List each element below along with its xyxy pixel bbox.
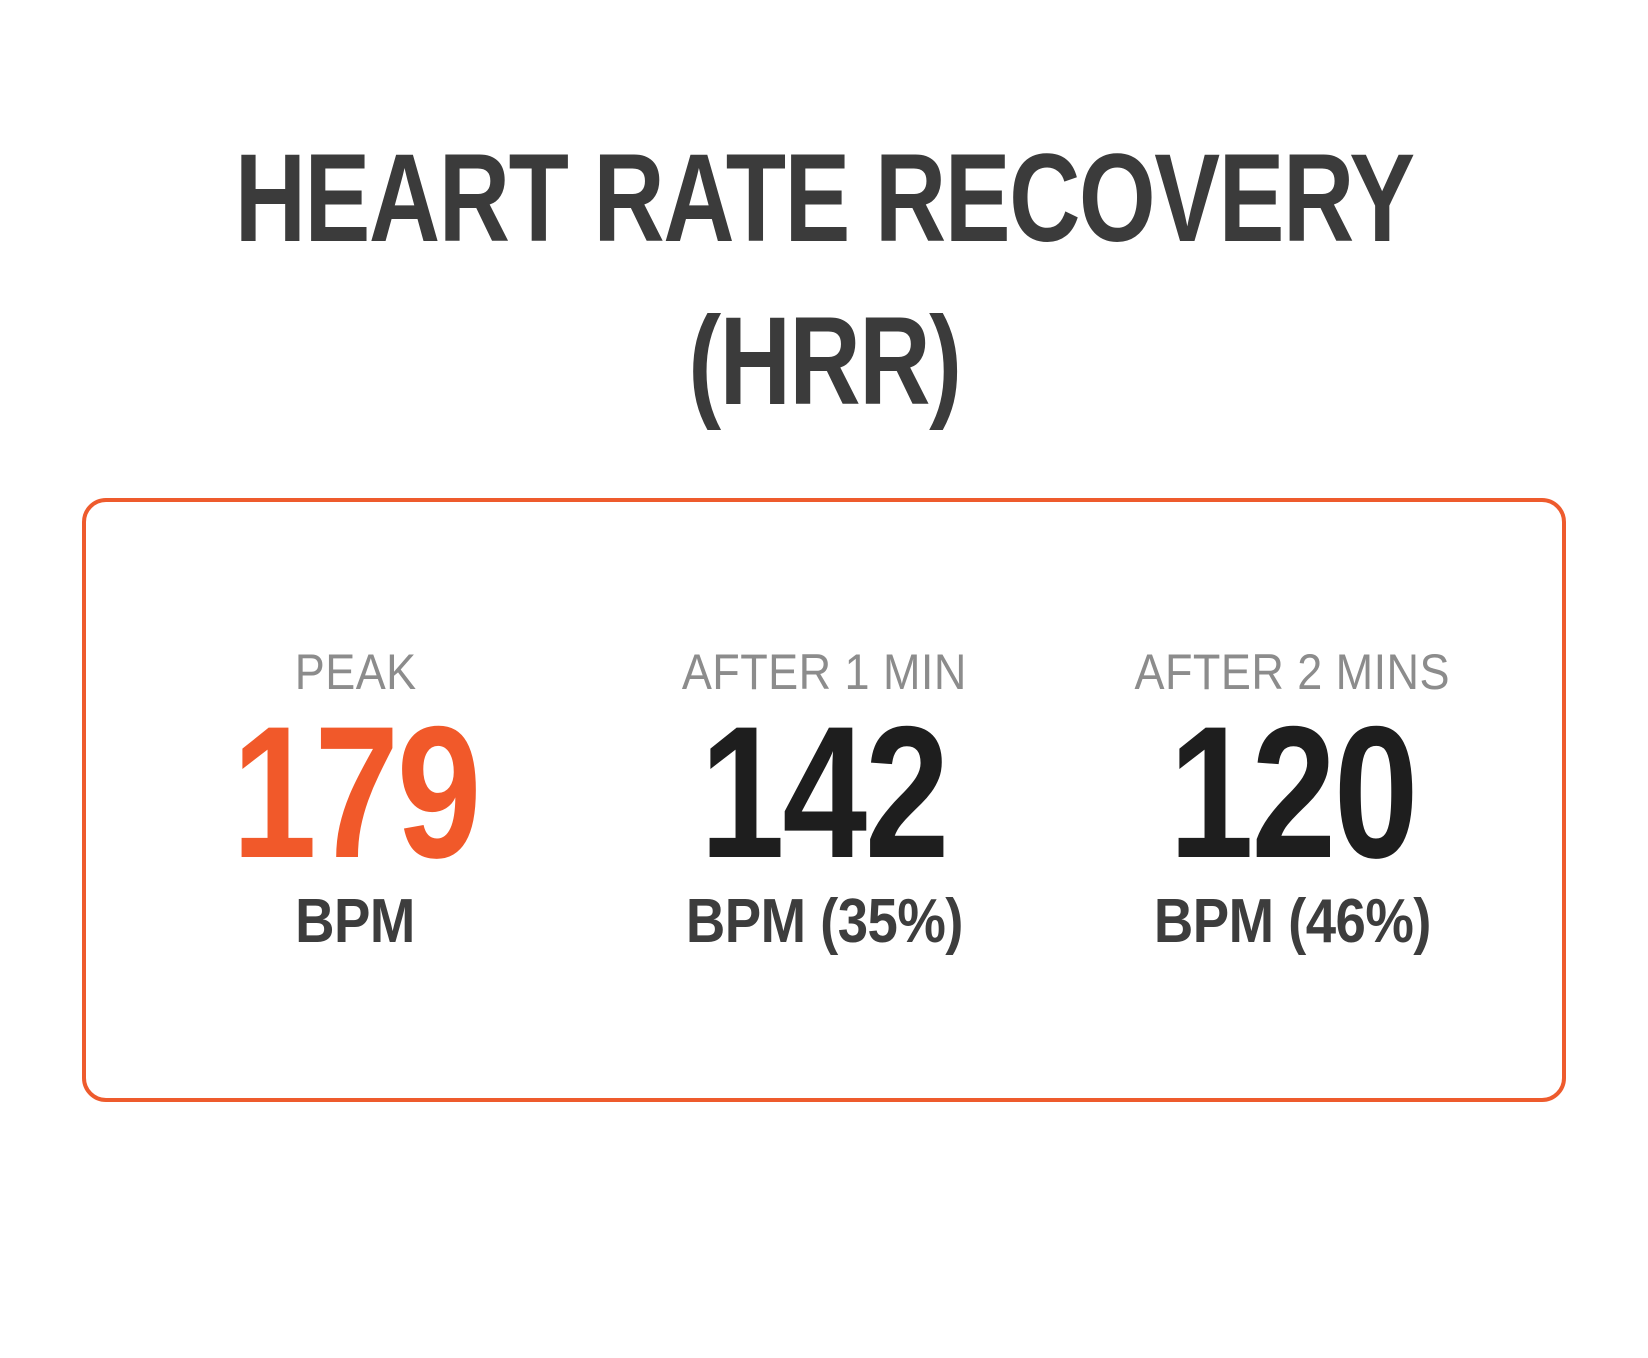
page-title-line2: (HRR) bbox=[687, 291, 962, 431]
metric-after-1-min-label: AFTER 1 MIN bbox=[681, 643, 967, 700]
metric-after-2-mins: AFTER 2 MINS 120 BPM (46%) bbox=[1058, 647, 1527, 954]
metric-peak-value: 179 bbox=[231, 686, 482, 897]
metric-peak-unit: BPM bbox=[295, 887, 416, 957]
metric-after-2-mins-unit: BPM (46%) bbox=[1154, 887, 1432, 957]
metric-after-2-mins-value: 120 bbox=[1169, 686, 1419, 897]
metric-after-1-min-unit: BPM (35%) bbox=[685, 887, 963, 957]
hrr-stats-card: PEAK 179 BPM AFTER 1 MIN 142 BPM (35%) A… bbox=[82, 498, 1566, 1102]
metric-after-1-min: AFTER 1 MIN 142 BPM (35%) bbox=[590, 647, 1059, 954]
heart-rate-recovery-screen: HEART RATE RECOVERY (HRR) PEAK 179 BPM A… bbox=[0, 118, 1648, 1358]
page-title-line1: HEART RATE RECOVERY bbox=[234, 129, 1415, 268]
page-title: HEART RATE RECOVERY (HRR) bbox=[0, 118, 1648, 443]
metric-peak-label: PEAK bbox=[294, 643, 417, 700]
metric-after-2-mins-label: AFTER 2 MINS bbox=[1134, 643, 1451, 700]
metric-peak: PEAK 179 BPM bbox=[121, 647, 590, 954]
metric-after-1-min-value: 142 bbox=[700, 686, 950, 897]
